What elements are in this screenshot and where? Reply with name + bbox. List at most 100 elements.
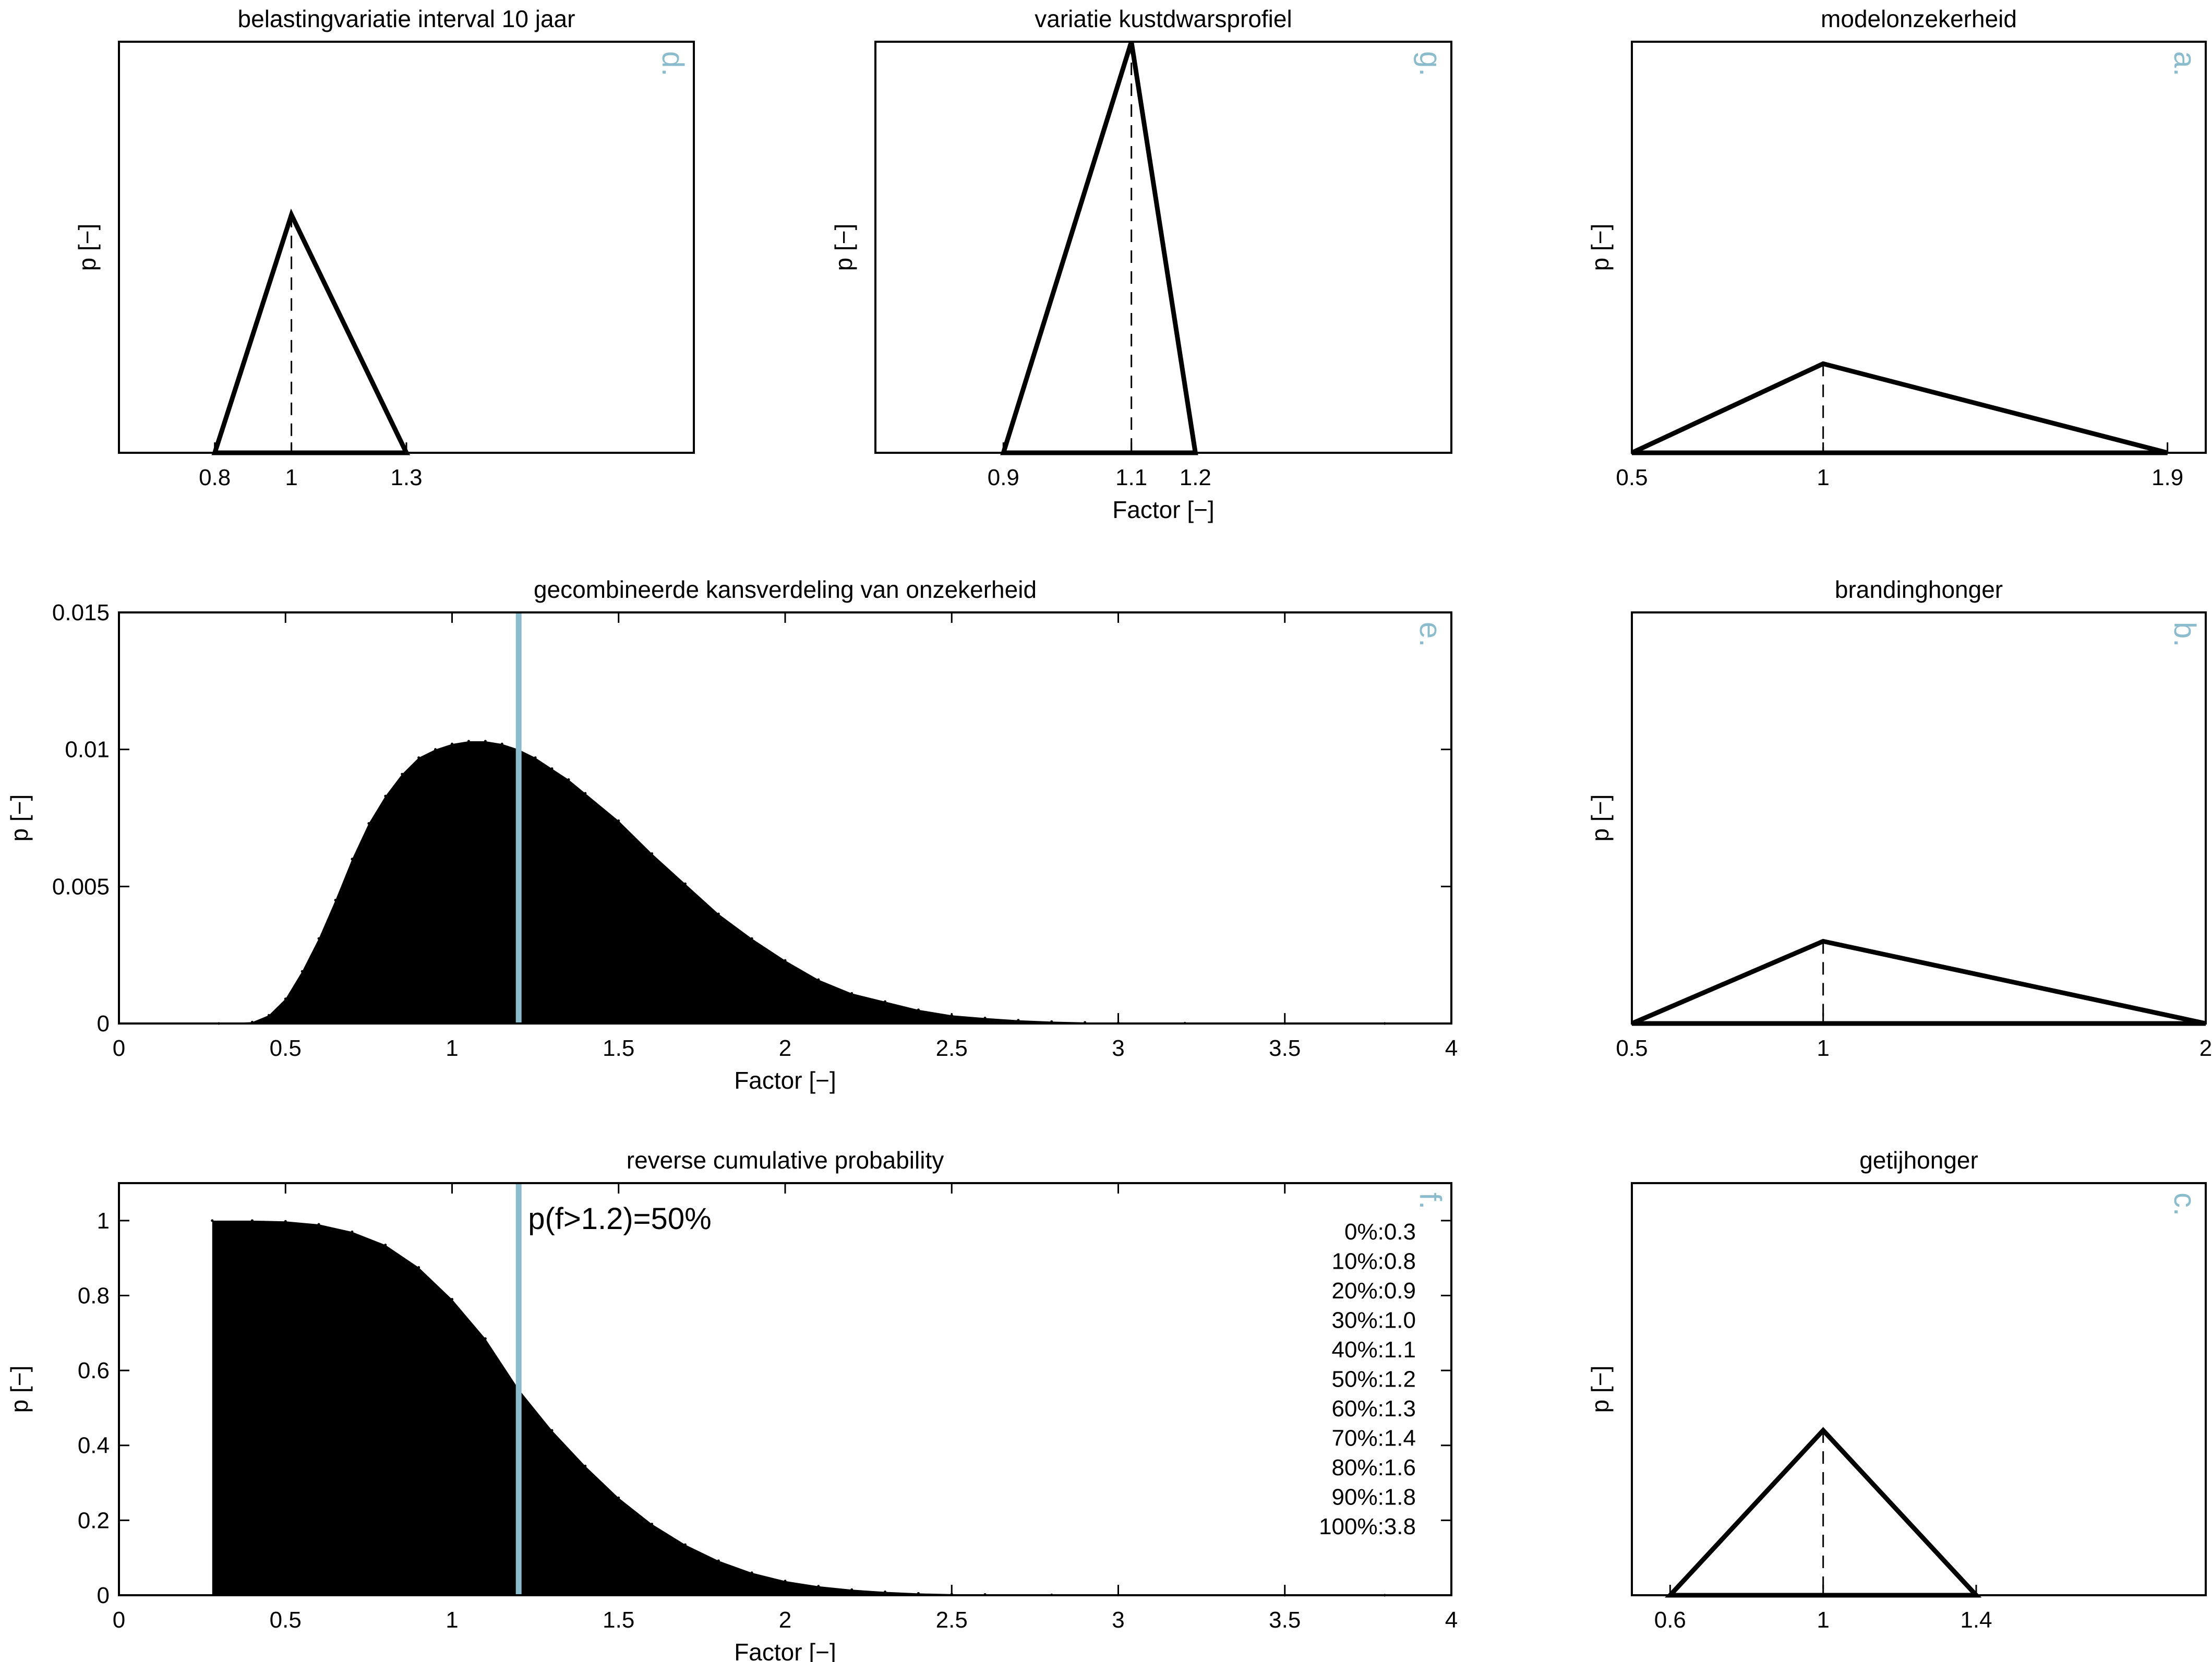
x-tick-label: 1	[1817, 465, 1829, 490]
x-axis-label: Factor [−]	[1112, 496, 1215, 523]
panel-c: getijhonger p [−] c. 0.6 1 1.4	[1586, 1147, 2207, 1633]
x-tick-label: 0	[113, 1607, 125, 1633]
data-point	[451, 742, 453, 745]
data-point	[284, 997, 287, 1001]
data-point	[484, 1337, 487, 1340]
data-point	[917, 1592, 920, 1595]
x-tick-label: 2	[779, 1607, 791, 1633]
x-tick-label: 2.5	[936, 1035, 968, 1061]
percentile-label: 20%:0.9	[1332, 1278, 1416, 1304]
x-tick-label: 3	[1112, 1607, 1124, 1633]
data-point	[1017, 1019, 1020, 1022]
data-point	[884, 1000, 887, 1003]
x-tick-label: 4	[1445, 1035, 1458, 1061]
panel-tag: g.	[1413, 51, 1447, 76]
x-tick-label: 0.9	[988, 465, 1019, 490]
data-point	[434, 748, 437, 751]
x-axis-label: Factor [−]	[734, 1639, 836, 1662]
y-axis-label: p [−]	[6, 1366, 33, 1413]
data-point	[784, 959, 787, 962]
plot-frame	[118, 41, 695, 454]
data-point	[617, 1496, 620, 1499]
data-point	[367, 822, 370, 825]
x-tick-label: 2.5	[936, 1607, 968, 1633]
x-tick-label: 1	[1817, 1607, 1829, 1633]
plot-frame	[874, 41, 1452, 454]
data-point	[817, 978, 820, 981]
data-point	[484, 740, 487, 743]
data-point	[500, 742, 503, 745]
data-point	[717, 912, 720, 916]
data-point	[451, 1298, 453, 1301]
data-point	[850, 992, 853, 995]
x-tick-label: 1	[446, 1035, 458, 1061]
data-point	[917, 1008, 920, 1011]
y-tick-label: 0	[97, 1583, 110, 1608]
data-point	[467, 740, 470, 743]
x-tick-label: 3.5	[1269, 1607, 1301, 1633]
data-point	[384, 794, 387, 798]
x-tick-label: 2	[779, 1035, 791, 1061]
data-point	[317, 937, 320, 940]
data-point	[334, 899, 337, 902]
panel-title: variatie kustdwarsprofiel	[1035, 5, 1292, 32]
y-tick-label: 0.005	[52, 874, 110, 899]
x-tick-label: 1.3	[390, 465, 422, 490]
plot-frame	[1631, 611, 2207, 1025]
x-axis-label: Factor [−]	[734, 1067, 836, 1094]
y-axis-label: p [−]	[830, 224, 857, 271]
data-point	[750, 937, 753, 940]
x-tick-label: 1	[446, 1607, 458, 1633]
x-tick-label: 1	[285, 465, 297, 490]
data-point	[651, 852, 654, 855]
y-axis-label: p [−]	[74, 224, 101, 271]
x-tick-label: 1.4	[1960, 1607, 1992, 1633]
data-point	[417, 756, 420, 759]
data-point	[550, 767, 554, 770]
percentile-label: 100%:3.8	[1319, 1514, 1416, 1539]
data-point	[784, 1580, 787, 1583]
data-point	[651, 1523, 654, 1526]
x-tick-label: 0	[113, 1035, 125, 1061]
panel-title: gecombineerde kansverdeling van onzekerh…	[534, 576, 1037, 603]
panel-e: gecombineerde kansverdeling van onzekerh…	[6, 576, 1458, 1094]
percentile-label: 70%:1.4	[1332, 1426, 1416, 1451]
panel-f: reverse cumulative probability p [−] Facto…	[6, 1147, 1458, 1662]
data-point	[250, 1219, 254, 1222]
triangle-distribution	[1631, 938, 2206, 1026]
plot-frame	[118, 1182, 1452, 1596]
panel-title: getijhonger	[1859, 1147, 1978, 1174]
data-point	[401, 773, 404, 776]
panel-title: belastingvariatie interval 10 jaar	[238, 5, 575, 32]
x-tick-label: 3.5	[1269, 1035, 1301, 1061]
plot-frame	[1631, 41, 2207, 454]
y-axis-label: p [−]	[1586, 794, 1614, 842]
data-point	[717, 1559, 720, 1562]
y-axis-label: p [−]	[1586, 1366, 1614, 1413]
data-point	[534, 756, 537, 759]
y-tick-label: 0.4	[78, 1433, 110, 1459]
y-tick-label: 0.6	[78, 1358, 110, 1383]
percentile-label: 50%:1.2	[1332, 1367, 1416, 1392]
data-point	[1050, 1020, 1053, 1023]
data-area	[219, 741, 1385, 1023]
data-point	[850, 1588, 853, 1591]
data-point	[351, 858, 354, 861]
data-point	[267, 1014, 270, 1017]
percentile-label: 60%:1.3	[1332, 1396, 1416, 1422]
data-point	[351, 1230, 354, 1233]
plot-frame	[118, 611, 1452, 1025]
percentile-label: 90%:1.8	[1332, 1485, 1416, 1510]
x-tick-label: 0.8	[199, 465, 231, 490]
annotation-label: p(f>1.2)=50%	[528, 1202, 711, 1236]
panel-b: brandinghonger p [−] b. 0.5 1 2	[1586, 576, 2212, 1061]
panel-title: brandinghonger	[1835, 576, 2003, 603]
data-point	[300, 970, 304, 973]
data-point	[584, 1464, 587, 1467]
data-point	[284, 1220, 287, 1223]
x-tick-label: 1	[1817, 1035, 1829, 1061]
percentile-label: 10%:0.8	[1332, 1249, 1416, 1274]
x-tick-label: 0.6	[1654, 1607, 1686, 1633]
x-tick-label: 3	[1112, 1035, 1124, 1061]
x-tick-label: 0.5	[1616, 465, 1648, 490]
